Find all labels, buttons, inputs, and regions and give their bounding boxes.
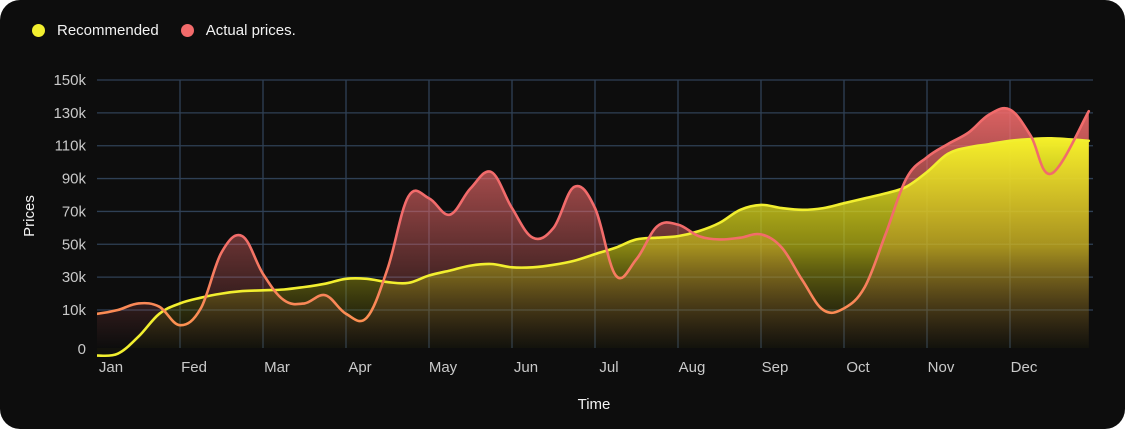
- y-tick-label: 90k: [62, 171, 87, 188]
- y-tick-label: 70k: [62, 203, 87, 220]
- y-tick-label: 0: [78, 341, 86, 358]
- legend: Recommended Actual prices.: [32, 22, 296, 39]
- x-tick-label: Fed: [181, 359, 207, 376]
- legend-dot-recommended: [32, 24, 45, 37]
- legend-item-recommended[interactable]: Recommended: [32, 22, 159, 39]
- x-tick-label: Oct: [846, 359, 870, 376]
- x-tick-label: Nov: [928, 359, 955, 376]
- legend-label-recommended: Recommended: [57, 22, 159, 39]
- y-tick-label: 150k: [53, 72, 86, 89]
- x-tick-label: Jun: [514, 359, 538, 376]
- legend-item-actual[interactable]: Actual prices.: [180, 22, 296, 39]
- x-axis-title: Time: [578, 396, 611, 413]
- x-tick-label: Apr: [348, 359, 371, 376]
- y-tick-label: 50k: [62, 236, 87, 253]
- y-tick-labels: 0 10k 30k 50k 70k 90k 110k 130k 150k: [53, 72, 86, 358]
- x-tick-label: Mar: [264, 359, 290, 376]
- y-tick-label: 110k: [55, 138, 87, 155]
- series-line-actual[interactable]: [85, 106, 1091, 327]
- y-tick-label: 130k: [53, 105, 86, 122]
- x-tick-label: Aug: [679, 359, 706, 376]
- legend-dot-actual: [180, 24, 194, 37]
- series-area-actual: [97, 108, 1089, 348]
- y-tick-label: 30k: [62, 269, 87, 286]
- legend-label-actual: Actual prices.: [205, 22, 296, 39]
- plot-lines: [85, 106, 1091, 358]
- x-tick-label: Sep: [762, 359, 789, 376]
- plot-areas: [97, 108, 1089, 356]
- x-tick-label: Jul: [599, 359, 618, 376]
- series-area-recommended: [97, 138, 1089, 356]
- x-tick-labels: Jan Fed Mar Apr May Jun Jul Aug Sep Oct Nov Dec: [99, 359, 1038, 376]
- y-axis-title: Prices: [21, 195, 38, 237]
- series-line-recommended[interactable]: [97, 136, 1091, 358]
- x-tick-label: May: [429, 359, 458, 376]
- y-tick-label: 10k: [62, 302, 87, 319]
- x-tick-label: Dec: [1011, 359, 1038, 376]
- x-tick-label: Jan: [99, 359, 123, 376]
